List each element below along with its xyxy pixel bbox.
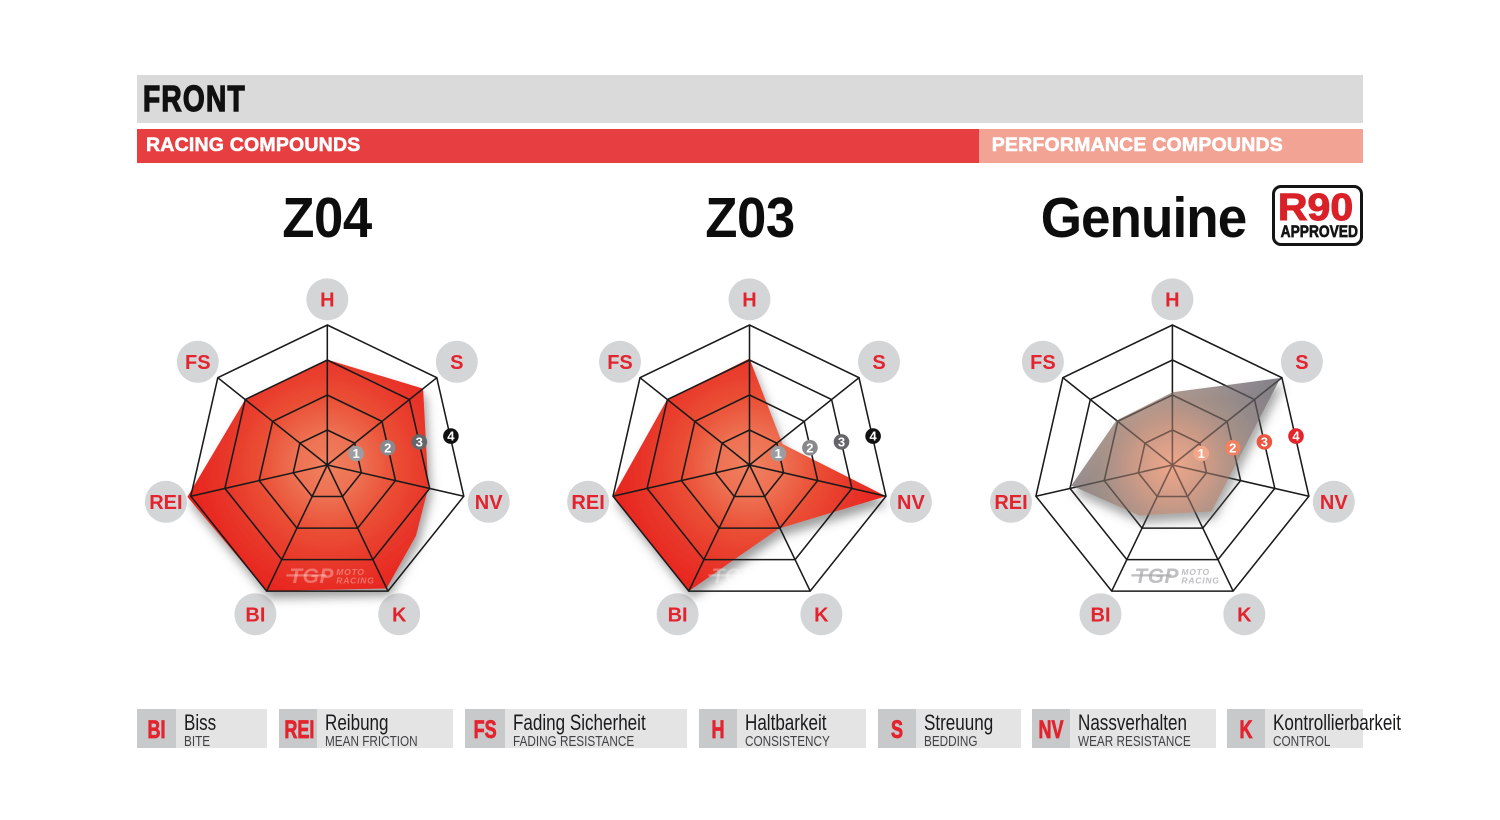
svg-text:BI: BI (668, 604, 688, 626)
svg-text:4: 4 (869, 429, 877, 444)
svg-text:3: 3 (838, 435, 845, 450)
svg-text:4: 4 (447, 429, 455, 444)
svg-text:FS: FS (607, 352, 633, 374)
svg-text:TGP: TGP (289, 565, 334, 588)
svg-text:NV: NV (475, 492, 503, 514)
svg-text:K: K (1237, 604, 1252, 626)
svg-text:REI: REI (994, 492, 1027, 514)
svg-text:FS: FS (1030, 352, 1056, 374)
svg-text:TGP: TGP (712, 565, 757, 588)
svg-text:1: 1 (1198, 446, 1205, 461)
svg-text:FS: FS (185, 352, 211, 374)
svg-text:RACING: RACING (1181, 576, 1219, 586)
svg-text:MOTO: MOTO (336, 567, 365, 577)
svg-text:H: H (320, 290, 334, 312)
svg-text:S: S (872, 352, 885, 374)
svg-text:3: 3 (416, 435, 423, 450)
svg-text:BI: BI (1091, 604, 1111, 626)
svg-text:BI: BI (245, 604, 265, 626)
svg-text:REI: REI (571, 492, 604, 514)
svg-text:REI: REI (149, 492, 182, 514)
svg-text:3: 3 (1261, 435, 1268, 450)
svg-text:MOTO: MOTO (1181, 567, 1210, 577)
svg-text:4: 4 (1292, 429, 1300, 444)
svg-text:H: H (742, 290, 756, 312)
svg-text:H: H (1165, 290, 1179, 312)
svg-text:1: 1 (352, 446, 359, 461)
svg-text:1: 1 (775, 446, 782, 461)
svg-text:NV: NV (897, 492, 925, 514)
svg-text:K: K (392, 604, 407, 626)
svg-text:S: S (450, 352, 463, 374)
svg-text:NV: NV (1320, 492, 1348, 514)
svg-text:2: 2 (384, 440, 391, 455)
svg-text:MOTO: MOTO (759, 567, 788, 577)
svg-text:S: S (1295, 352, 1308, 374)
svg-text:K: K (814, 604, 829, 626)
svg-text:RACING: RACING (759, 576, 797, 586)
svg-text:RACING: RACING (336, 576, 374, 586)
svg-text:2: 2 (806, 440, 813, 455)
svg-text:2: 2 (1229, 440, 1236, 455)
